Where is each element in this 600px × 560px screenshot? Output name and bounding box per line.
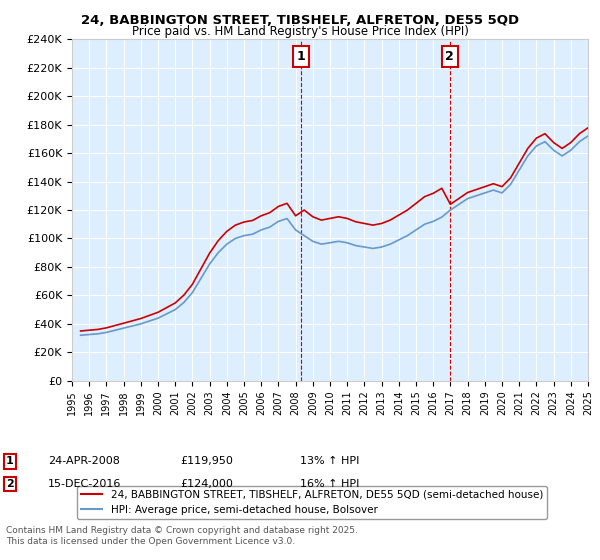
Text: 1: 1 (297, 50, 305, 63)
Text: £119,950: £119,950 (180, 456, 233, 466)
Text: 24, BABBINGTON STREET, TIBSHELF, ALFRETON, DE55 5QD: 24, BABBINGTON STREET, TIBSHELF, ALFRETO… (81, 14, 519, 27)
Text: 1: 1 (6, 456, 14, 466)
Legend: 24, BABBINGTON STREET, TIBSHELF, ALFRETON, DE55 5QD (semi-detached house), HPI: : 24, BABBINGTON STREET, TIBSHELF, ALFRETO… (77, 486, 547, 519)
Text: 2: 2 (445, 50, 454, 63)
Text: 24-APR-2008: 24-APR-2008 (48, 456, 120, 466)
Text: £124,000: £124,000 (180, 479, 233, 489)
Text: Contains HM Land Registry data © Crown copyright and database right 2025.
This d: Contains HM Land Registry data © Crown c… (6, 526, 358, 546)
Text: 15-DEC-2016: 15-DEC-2016 (48, 479, 121, 489)
Text: 2: 2 (6, 479, 14, 489)
Text: Price paid vs. HM Land Registry's House Price Index (HPI): Price paid vs. HM Land Registry's House … (131, 25, 469, 38)
Text: 13% ↑ HPI: 13% ↑ HPI (300, 456, 359, 466)
Text: 16% ↑ HPI: 16% ↑ HPI (300, 479, 359, 489)
